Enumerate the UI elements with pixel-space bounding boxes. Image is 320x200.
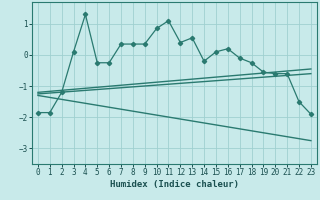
X-axis label: Humidex (Indice chaleur): Humidex (Indice chaleur) <box>110 180 239 189</box>
